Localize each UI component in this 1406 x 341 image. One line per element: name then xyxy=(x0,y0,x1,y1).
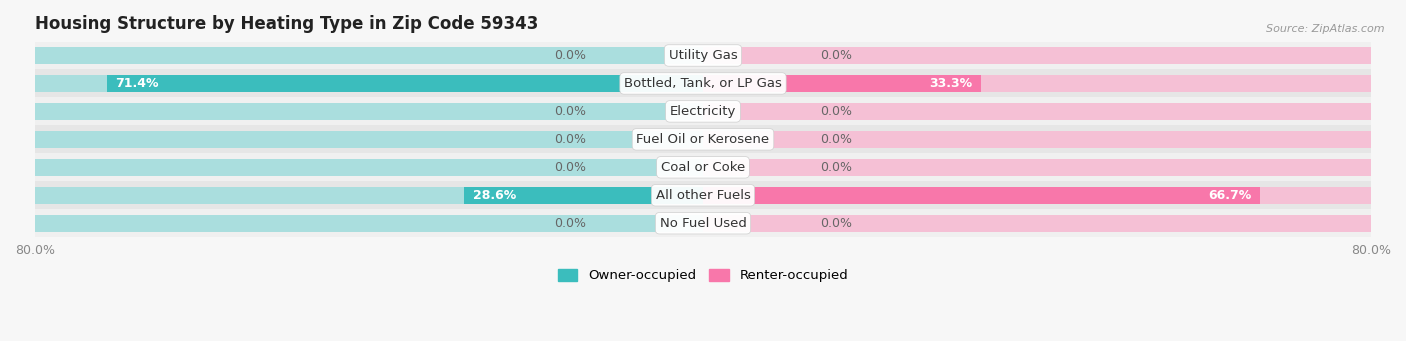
Text: Housing Structure by Heating Type in Zip Code 59343: Housing Structure by Heating Type in Zip… xyxy=(35,15,538,33)
Text: Source: ZipAtlas.com: Source: ZipAtlas.com xyxy=(1267,24,1385,34)
Bar xyxy=(35,159,703,176)
Text: 0.0%: 0.0% xyxy=(554,217,586,230)
Bar xyxy=(35,75,703,92)
Text: Fuel Oil or Kerosene: Fuel Oil or Kerosene xyxy=(637,133,769,146)
Bar xyxy=(703,187,1371,204)
Bar xyxy=(703,47,1371,64)
Text: 0.0%: 0.0% xyxy=(820,133,852,146)
Text: Electricity: Electricity xyxy=(669,105,737,118)
Text: All other Fuels: All other Fuels xyxy=(655,189,751,202)
Bar xyxy=(703,159,1371,176)
Text: Coal or Coke: Coal or Coke xyxy=(661,161,745,174)
Bar xyxy=(35,214,703,232)
Bar xyxy=(703,214,1371,232)
Bar xyxy=(703,131,1371,148)
Bar xyxy=(35,47,703,64)
Bar xyxy=(35,70,1371,98)
Bar xyxy=(703,75,1371,92)
Text: 0.0%: 0.0% xyxy=(554,105,586,118)
Text: 0.0%: 0.0% xyxy=(820,161,852,174)
Text: 28.6%: 28.6% xyxy=(472,189,516,202)
Bar xyxy=(703,103,1371,120)
Text: No Fuel Used: No Fuel Used xyxy=(659,217,747,230)
Legend: Owner-occupied, Renter-occupied: Owner-occupied, Renter-occupied xyxy=(553,264,853,287)
Text: 0.0%: 0.0% xyxy=(820,217,852,230)
Text: Bottled, Tank, or LP Gas: Bottled, Tank, or LP Gas xyxy=(624,77,782,90)
Bar xyxy=(35,98,1371,125)
Bar xyxy=(35,153,1371,181)
Bar xyxy=(35,209,1371,237)
Text: Utility Gas: Utility Gas xyxy=(669,49,737,62)
Text: 0.0%: 0.0% xyxy=(554,133,586,146)
Bar xyxy=(107,75,703,92)
Text: 0.0%: 0.0% xyxy=(820,49,852,62)
Text: 0.0%: 0.0% xyxy=(820,105,852,118)
Bar xyxy=(35,187,703,204)
Text: 71.4%: 71.4% xyxy=(115,77,159,90)
Text: 0.0%: 0.0% xyxy=(554,49,586,62)
Bar xyxy=(35,181,1371,209)
Bar xyxy=(35,125,1371,153)
Text: 66.7%: 66.7% xyxy=(1208,189,1251,202)
Bar xyxy=(464,187,703,204)
Bar xyxy=(35,103,703,120)
Bar xyxy=(703,187,1260,204)
Bar xyxy=(35,42,1371,70)
Bar xyxy=(35,131,703,148)
Text: 33.3%: 33.3% xyxy=(929,77,973,90)
Text: 0.0%: 0.0% xyxy=(554,161,586,174)
Bar xyxy=(703,75,981,92)
